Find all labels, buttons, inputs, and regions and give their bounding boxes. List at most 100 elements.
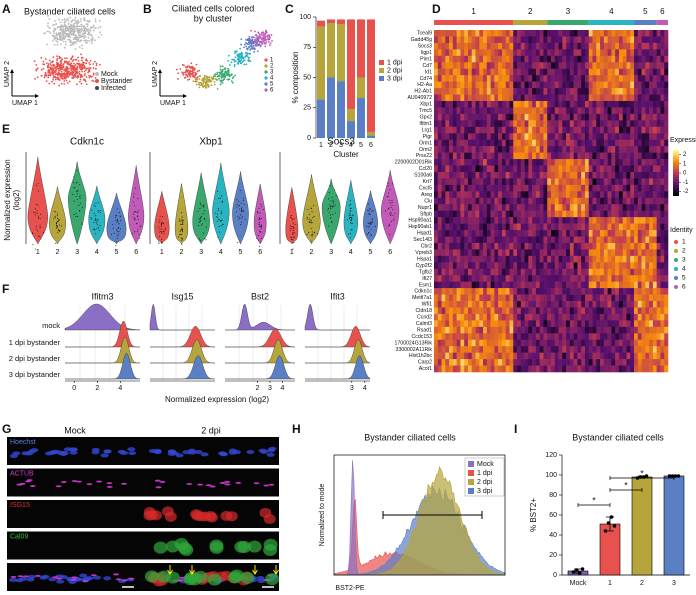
heatmap-cell [479,333,484,341]
heatmap-cell [528,107,533,115]
heatmap-cell [520,159,525,166]
heatmap-cell [494,268,499,276]
heatmap-cell [581,268,586,276]
heatmap-cell [520,236,525,244]
heatmap-cell [456,307,461,315]
cell-dot [86,28,89,31]
heatmap-cell [634,88,639,95]
identity-bar [656,20,668,25]
heatmap-cell [622,230,627,237]
heatmap-cell [622,81,627,89]
heatmap-cell [456,165,461,173]
heatmap-cell [520,191,525,199]
heatmap-cell [634,268,639,276]
heatmap-cell [467,184,473,192]
heatmap-cell [664,281,669,289]
heatmap-cell [532,146,537,153]
heatmap-cell [649,171,654,179]
heatmap-cell [490,94,495,102]
heatmap-cell [520,242,525,250]
heatmap-cell [611,346,616,353]
heatmap-cell [528,326,533,334]
heatmap-cell [558,365,563,373]
heatmap-cell [532,294,537,302]
heatmap-cell [573,184,578,192]
heatmap-cell [634,346,639,353]
heatmap-cell [460,36,465,44]
bar-segment [317,20,325,27]
heatmap-cell [483,55,488,63]
heatmap-cell [505,139,510,147]
cell-dot [78,25,81,28]
heatmap-cell [641,288,646,295]
heatmap-cell [505,339,510,347]
heatmap-cell [520,49,525,57]
heatmap-cell [460,346,465,353]
heatmap-cell [501,223,507,231]
heatmap-cell [630,242,635,250]
heatmap-cell [551,204,556,211]
heatmap-cell [652,333,657,341]
heatmap-cell [664,204,669,211]
heatmap-cell [467,204,473,211]
heatmap-cell [520,275,525,282]
heatmap-cell [532,120,537,128]
heatmap-cell [456,152,461,160]
heatmap-cell [524,100,529,108]
heatmap-cell [437,30,442,37]
heatmap-cell [547,159,552,166]
cell-dot [56,64,59,67]
bar-segment [347,121,355,138]
heatmap-cell [475,94,480,102]
heatmap-cell [618,288,624,295]
arrow-head [10,69,39,98]
heatmap-cell [562,236,567,244]
heatmap-cell [445,275,450,282]
cell-dot [60,82,63,85]
heatmap-cell [577,152,582,160]
cell-dot [57,213,59,215]
cell-dot [196,78,199,80]
heatmap-cell [573,249,578,257]
heatmap-cell [543,339,548,347]
heatmap-cell [558,268,563,276]
heatmap-cell [483,88,488,95]
heatmap-cell [441,230,446,237]
heatmap-cell [471,94,476,102]
heatmap-cell [490,159,495,166]
heatmap-cell [509,165,514,173]
heatmap-cell [622,210,627,218]
heatmap-cell [532,236,537,244]
heatmap-cell [498,294,503,302]
cell-dot [91,36,94,39]
heatmap-cell [464,75,469,82]
heatmap-cell [460,75,465,82]
heatmap-cell [460,178,465,186]
heatmap-cell [577,55,582,63]
cell-dot [55,76,58,79]
heatmap-cell [554,49,559,57]
heatmap-cell [664,94,669,102]
heatmap-cell [664,294,669,302]
heatmap-cell [637,94,642,102]
heatmap-cell [611,236,616,244]
cell-dot [262,33,265,35]
heatmap-cell [505,36,510,44]
heatmap-cell [592,197,597,205]
cell-dot [73,18,76,21]
heatmap-cell [618,36,624,44]
heatmap-cell [513,152,518,160]
heatmap-cell [630,171,635,179]
heatmap-cell [649,307,654,315]
heatmap-cell [467,30,473,37]
cell-dot [89,67,92,69]
heatmap-cell [573,313,578,321]
heatmap-cell [615,178,620,186]
cell-dot [177,72,180,75]
heatmap-cell [603,75,608,82]
heatmap-cell [600,88,605,95]
cell-dot [185,70,187,73]
heatmap-cell [652,107,657,115]
heatmap-cell [652,249,657,257]
cell-dot [72,194,74,196]
